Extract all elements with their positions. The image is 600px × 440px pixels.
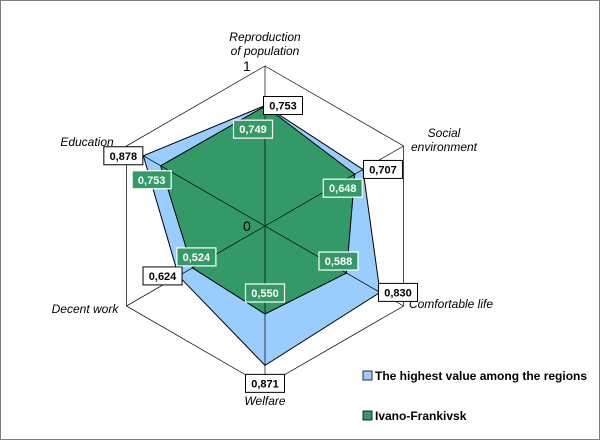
legend-label-ivano-frankivsk: Ivano-Frankivsk <box>375 409 467 423</box>
value-label-ivano-frankivsk-education: 0,753 <box>131 170 172 190</box>
value-label-highest-social-environment: 0,707 <box>362 159 403 179</box>
legend-swatch-ivano-frankivsk <box>362 410 373 421</box>
svg-text:0,871: 0,871 <box>251 378 279 390</box>
legend-label-highest: The highest value among the regions <box>375 369 587 383</box>
svg-text:0,753: 0,753 <box>269 101 297 113</box>
axis-label-social-environment: Social environment <box>411 126 478 154</box>
value-label-highest-reproduction-of-population: 0,753 <box>263 96 303 116</box>
svg-text:0,753: 0,753 <box>138 175 166 187</box>
axis-label-reproduction-of-population: Reproduction of population <box>229 30 301 58</box>
value-label-highest-decent-work: 0,624 <box>142 266 183 286</box>
svg-text:0,588: 0,588 <box>325 256 353 268</box>
axis-label-comfortable-life: Comfortable life <box>409 297 493 311</box>
radar-series <box>142 104 381 367</box>
legend-swatch-highest <box>362 370 373 381</box>
value-label-ivano-frankivsk-decent-work: 0,524 <box>176 247 217 267</box>
legend: The highest value among the regions Ivan… <box>362 369 587 423</box>
value-label-highest-education: 0,878 <box>103 146 144 166</box>
svg-text:0,707: 0,707 <box>369 164 397 176</box>
tick-label-0: 0 <box>243 218 251 234</box>
axis-label-education: Education <box>60 135 114 149</box>
svg-text:0,878: 0,878 <box>110 151 138 163</box>
value-label-highest-welfare: 0,871 <box>245 373 285 393</box>
value-label-ivano-frankivsk-welfare: 0,550 <box>244 283 286 303</box>
svg-text:0,624: 0,624 <box>149 271 177 283</box>
svg-text:0,648: 0,648 <box>329 183 357 195</box>
value-label-ivano-frankivsk-comfortable-life: 0,588 <box>318 251 359 271</box>
svg-text:0,524: 0,524 <box>183 252 211 264</box>
svg-text:0,749: 0,749 <box>239 124 267 136</box>
value-label-highest-comfortable-life: 0,830 <box>378 282 419 302</box>
svg-text:0,830: 0,830 <box>384 287 412 299</box>
axis-label-decent-work: Decent work <box>52 302 120 316</box>
spoke-education <box>126 145 266 227</box>
value-label-ivano-frankivsk-social-environment: 0,648 <box>322 178 363 198</box>
svg-text:0,550: 0,550 <box>251 288 279 300</box>
axis-label-welfare: Welfare <box>244 394 285 408</box>
tick-label-1: 1 <box>243 58 251 74</box>
value-label-ivano-frankivsk-reproduction-of-population: 0,749 <box>232 119 274 139</box>
